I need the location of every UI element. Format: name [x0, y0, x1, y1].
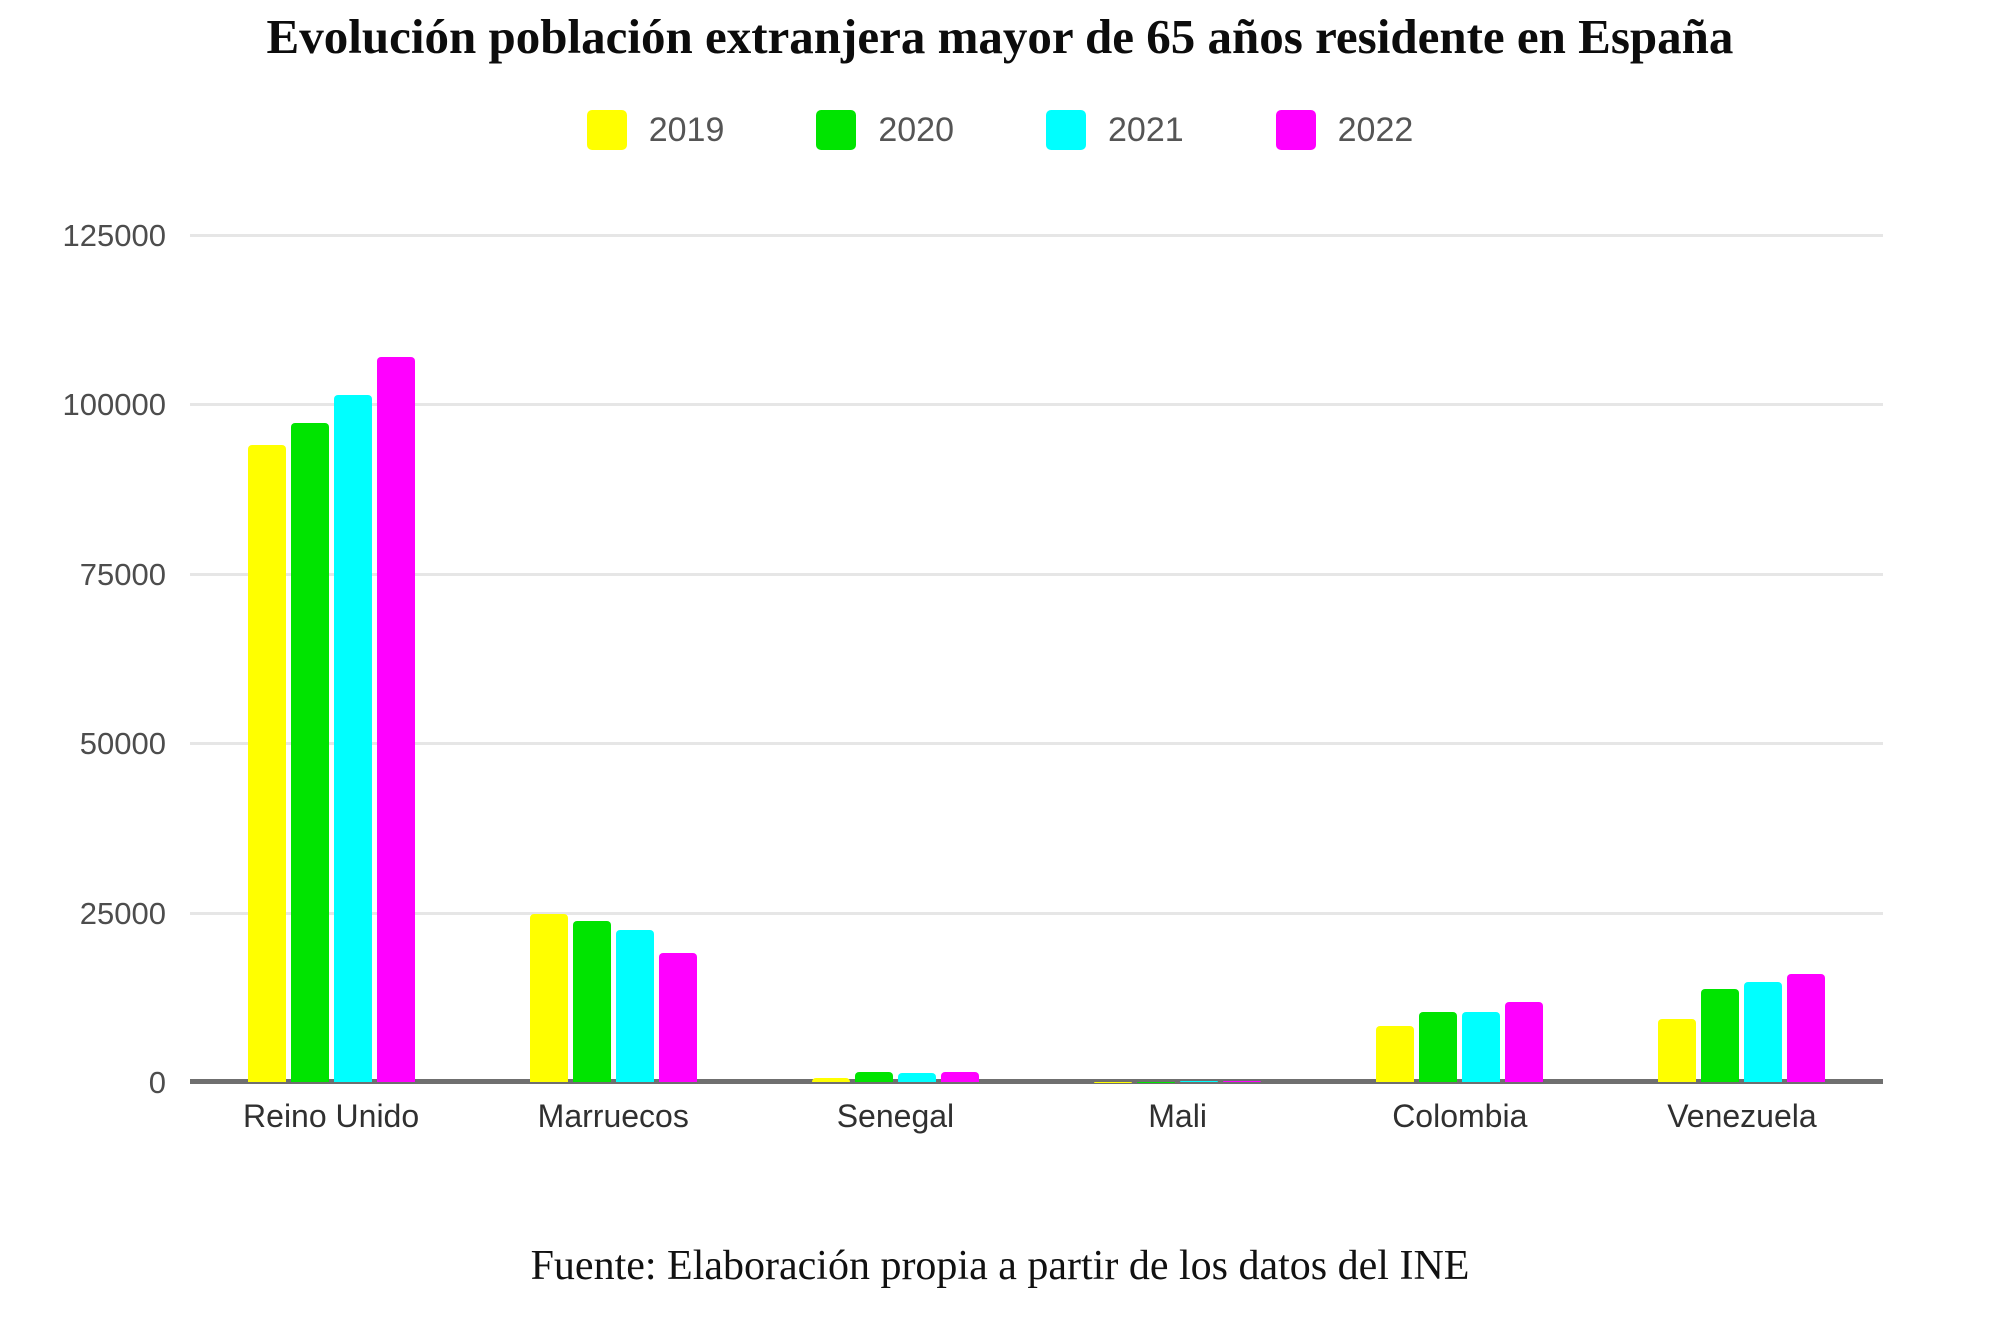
- bar-2019: [1658, 1018, 1697, 1082]
- category-label: Marruecos: [537, 1098, 689, 1134]
- legend-swatch-2021: [1046, 110, 1086, 150]
- bar-group-colombia: Colombia: [1319, 235, 1601, 1134]
- y-axis-tick-label: 100000: [62, 387, 166, 423]
- chart-title: Evolución población extranjera mayor de …: [266, 9, 1734, 64]
- gridline-125000: [190, 234, 1883, 237]
- bar-2022: [940, 1071, 979, 1082]
- bar-2020: [854, 1071, 893, 1082]
- category-label: Colombia: [1392, 1098, 1528, 1134]
- category-label: Venezuela: [1667, 1098, 1817, 1134]
- legend-label: 2022: [1337, 110, 1414, 149]
- source-note: Fuente: Elaboración propia a partir de l…: [530, 1243, 1470, 1289]
- bar-2022: [1505, 1002, 1544, 1082]
- bar-2019: [1376, 1026, 1415, 1082]
- bar-2021: [1744, 981, 1783, 1082]
- y-axis-tick-label: 25000: [79, 895, 166, 931]
- bar-2019: [529, 913, 568, 1082]
- bar-group-venezuela: Venezuela: [1601, 235, 1883, 1134]
- legend-swatch-2020: [816, 110, 857, 150]
- bar-2021: [897, 1072, 936, 1082]
- legend-swatch-2022: [1275, 110, 1316, 150]
- bar-2021: [1462, 1011, 1501, 1082]
- y-axis-tick-label: 125000: [62, 218, 166, 253]
- gridline-25000: [190, 911, 1883, 915]
- bar-2020: [1419, 1012, 1458, 1082]
- bar-2021: [1180, 1081, 1219, 1082]
- category-label: Mali: [1148, 1098, 1207, 1134]
- chart-legend: 2019 2020 2021 2022: [0, 106, 2000, 154]
- category-label: Senegal: [836, 1098, 955, 1134]
- bar-2021: [333, 394, 372, 1082]
- bar-2019: [247, 445, 286, 1082]
- bar-2020: [1701, 989, 1740, 1082]
- legend-item-2020: 2020: [816, 110, 954, 150]
- legend-label: 2021: [1108, 110, 1184, 149]
- bar-2021: [615, 930, 654, 1082]
- legend-item-2022: 2022: [1275, 110, 1414, 150]
- bar-2022: [1787, 973, 1826, 1082]
- gridline-100000: [190, 403, 1883, 407]
- bar-2019: [811, 1077, 850, 1082]
- y-axis-tick-label: 50000: [79, 726, 166, 762]
- y-axis-tick-label: 75000: [79, 556, 166, 592]
- bar-2022: [376, 356, 415, 1082]
- legend-item-2019: 2019: [586, 110, 725, 150]
- plot-area: 0 25000 50000 75000 100000 125000 Reino Unido M…: [63, 220, 1883, 1134]
- legend-label: 2020: [878, 110, 954, 149]
- legend-swatch-2019: [586, 110, 627, 150]
- bar-group-marruecos: Marruecos: [472, 235, 754, 1134]
- bar-group-senegal: Senegal: [754, 235, 1036, 1134]
- bar-2020: [572, 920, 611, 1082]
- bar-groups: Reino Unido Marruecos Senegal Mali Colombia V…: [190, 235, 1883, 1134]
- y-axis-tick-label: 0: [148, 1065, 166, 1100]
- gridline-50000: [190, 742, 1883, 746]
- bar-2022: [658, 952, 697, 1082]
- legend-label: 2019: [648, 110, 725, 149]
- category-label: Reino Unido: [243, 1098, 420, 1134]
- bar-group-reino-unido: Reino Unido: [190, 235, 472, 1134]
- legend-item-2021: 2021: [1046, 110, 1184, 150]
- bar-group-mali: Mali: [1037, 235, 1319, 1134]
- bar-2022: [1223, 1081, 1262, 1082]
- x-axis-line: [190, 1079, 1883, 1084]
- bar-2020: [290, 423, 329, 1082]
- gridline-75000: [190, 572, 1883, 576]
